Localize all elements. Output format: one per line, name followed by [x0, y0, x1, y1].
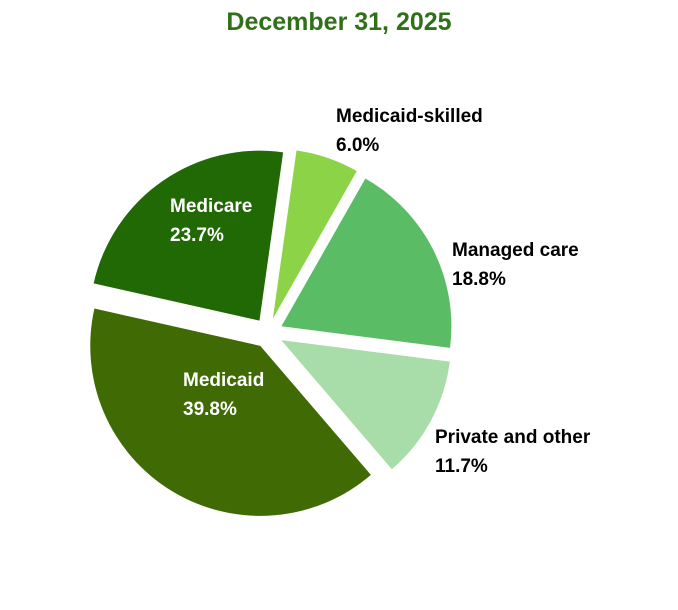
- pie-slice-medicare: [93, 150, 284, 321]
- pie-slice-medicaid-skilled: [272, 150, 357, 319]
- slice-label-value: 6.0%: [336, 135, 380, 156]
- slice-label-name: Managed care: [452, 240, 579, 261]
- slice-label-value: 18.8%: [452, 269, 506, 290]
- slice-label-managed-care: Managed care 18.8%: [452, 236, 579, 294]
- slice-label-name: Medicare: [170, 196, 253, 217]
- slice-label-value: 23.7%: [170, 225, 224, 246]
- slice-label-value: 11.7%: [435, 456, 488, 477]
- slice-label-name: Private and other: [435, 427, 591, 448]
- slice-label-name: Medicaid-skilled: [336, 106, 483, 127]
- slice-label-medicaid: Medicaid 39.8%: [183, 366, 264, 424]
- pie-slice-private-and-other: [281, 340, 450, 470]
- slice-label-medicare: Medicare 23.7%: [170, 192, 252, 250]
- slice-label-value: 39.8%: [183, 399, 237, 420]
- slice-label-name: Medicaid: [183, 370, 265, 391]
- chart-title: December 31, 2025: [226, 8, 452, 36]
- pie-slice-medicaid: [90, 308, 371, 516]
- slice-label-private-and-other: Private and other 11.7%: [435, 423, 590, 481]
- slice-label-medicaid-skilled: Medicaid-skilled 6.0%: [336, 102, 483, 160]
- pie-slice-managed-care: [281, 178, 452, 348]
